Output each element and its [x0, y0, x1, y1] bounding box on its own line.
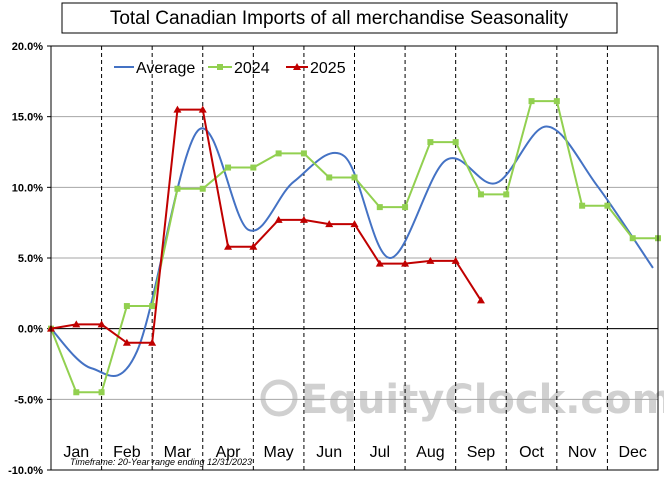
y-tick-label: 20.0%: [12, 41, 43, 53]
series-2025-point: [72, 320, 81, 328]
legend-2024-marker: [217, 64, 223, 70]
x-tick-label: Dec: [618, 444, 646, 461]
series-2025-point: [401, 259, 410, 267]
watermark-text: EquityClock.com: [301, 377, 664, 423]
x-tick-label: Sep: [467, 444, 496, 461]
series-2025-point: [122, 338, 131, 346]
series-2025-point: [148, 338, 157, 346]
x-tick-label: Oct: [519, 444, 544, 461]
series-2024-point: [553, 98, 560, 105]
series-2025-point: [224, 242, 233, 250]
y-tick-label: 5.0%: [18, 253, 43, 265]
series-2024-point: [98, 389, 105, 396]
series-2024-point: [376, 204, 383, 211]
legend-2024-label: 2024: [234, 60, 270, 77]
series-2025-point: [249, 242, 258, 250]
series-2024-point: [250, 164, 257, 171]
series-2024-point: [528, 98, 535, 105]
y-tick-label: 10.0%: [12, 182, 43, 194]
y-tick-label: 15.0%: [12, 112, 43, 124]
series-2025-line: [50, 108, 482, 344]
series-2024-point: [503, 191, 510, 198]
series-2025-point: [198, 105, 207, 113]
series-2024-point: [73, 389, 80, 396]
watermark: EquityClock.com: [260, 377, 664, 423]
series-2024-point: [477, 191, 484, 198]
series-2024-point: [402, 204, 409, 211]
series-2024-point: [427, 139, 434, 146]
legend-2025-marker: [293, 63, 301, 70]
series-average-line: [50, 125, 654, 378]
series-2024-point: [300, 150, 307, 157]
timeframe-footnote: Timeframe: 20-Year range ending 12/31/20…: [70, 457, 252, 467]
series-2024-point: [199, 185, 206, 192]
series-2024-point: [579, 202, 586, 209]
series-2025-point: [274, 215, 283, 223]
x-tick-label: Nov: [568, 444, 596, 461]
x-tick-label: Mar: [164, 444, 192, 461]
series-2025-point: [476, 296, 485, 304]
series-2024-point: [351, 174, 358, 181]
series-2025-point: [375, 259, 384, 267]
title-frame: [61, 2, 618, 34]
plot-area-frame: [50, 45, 659, 471]
x-tick-label: Feb: [113, 444, 141, 461]
legend-2025-label: 2025: [310, 60, 346, 77]
x-tick-label: Jul: [370, 444, 390, 461]
series-2025-point: [173, 105, 182, 113]
y-tick-label: 0.0%: [18, 324, 43, 336]
axis-layer: 20.0% 15.0% 10.0% 5.0% 0.0% -5.0% -10.0% Jan Feb…: [8, 41, 658, 477]
x-tick-label: May: [264, 444, 294, 461]
series-2024-point: [225, 164, 232, 171]
x-tick-label: Jan: [63, 444, 89, 461]
y-tick-label: -10.0%: [8, 465, 43, 477]
series-2024-point: [123, 303, 130, 310]
series-2025-point: [350, 220, 359, 228]
series-2025-point: [426, 256, 435, 264]
grid-layer: [51, 46, 658, 470]
series-2025-point: [299, 215, 308, 223]
x-tick-label: Aug: [416, 444, 444, 461]
chart-title-box: Total Canadian Imports of all merchandis…: [61, 2, 618, 34]
x-tick-label: Apr: [216, 444, 242, 461]
chart-title: Total Canadian Imports of all merchandis…: [110, 8, 569, 29]
series-2025-point: [451, 256, 460, 264]
series-2025-point: [325, 220, 334, 228]
series-2024-point: [326, 174, 333, 181]
y-tick-label: -5.0%: [14, 394, 43, 406]
series-2024-point: [604, 202, 611, 209]
series-2025-point: [97, 320, 106, 328]
series-2024-point: [452, 139, 459, 146]
series-2024-point: [149, 303, 156, 310]
series-2024-point: [629, 235, 636, 242]
series-2024-point: [275, 150, 282, 157]
x-tick-label: Jun: [316, 444, 342, 461]
legend: Average 2024 2025: [114, 60, 346, 77]
series-2024-point: [174, 185, 181, 192]
legend-average-label: Average: [136, 60, 195, 77]
watermark-logo-icon: [260, 379, 298, 417]
